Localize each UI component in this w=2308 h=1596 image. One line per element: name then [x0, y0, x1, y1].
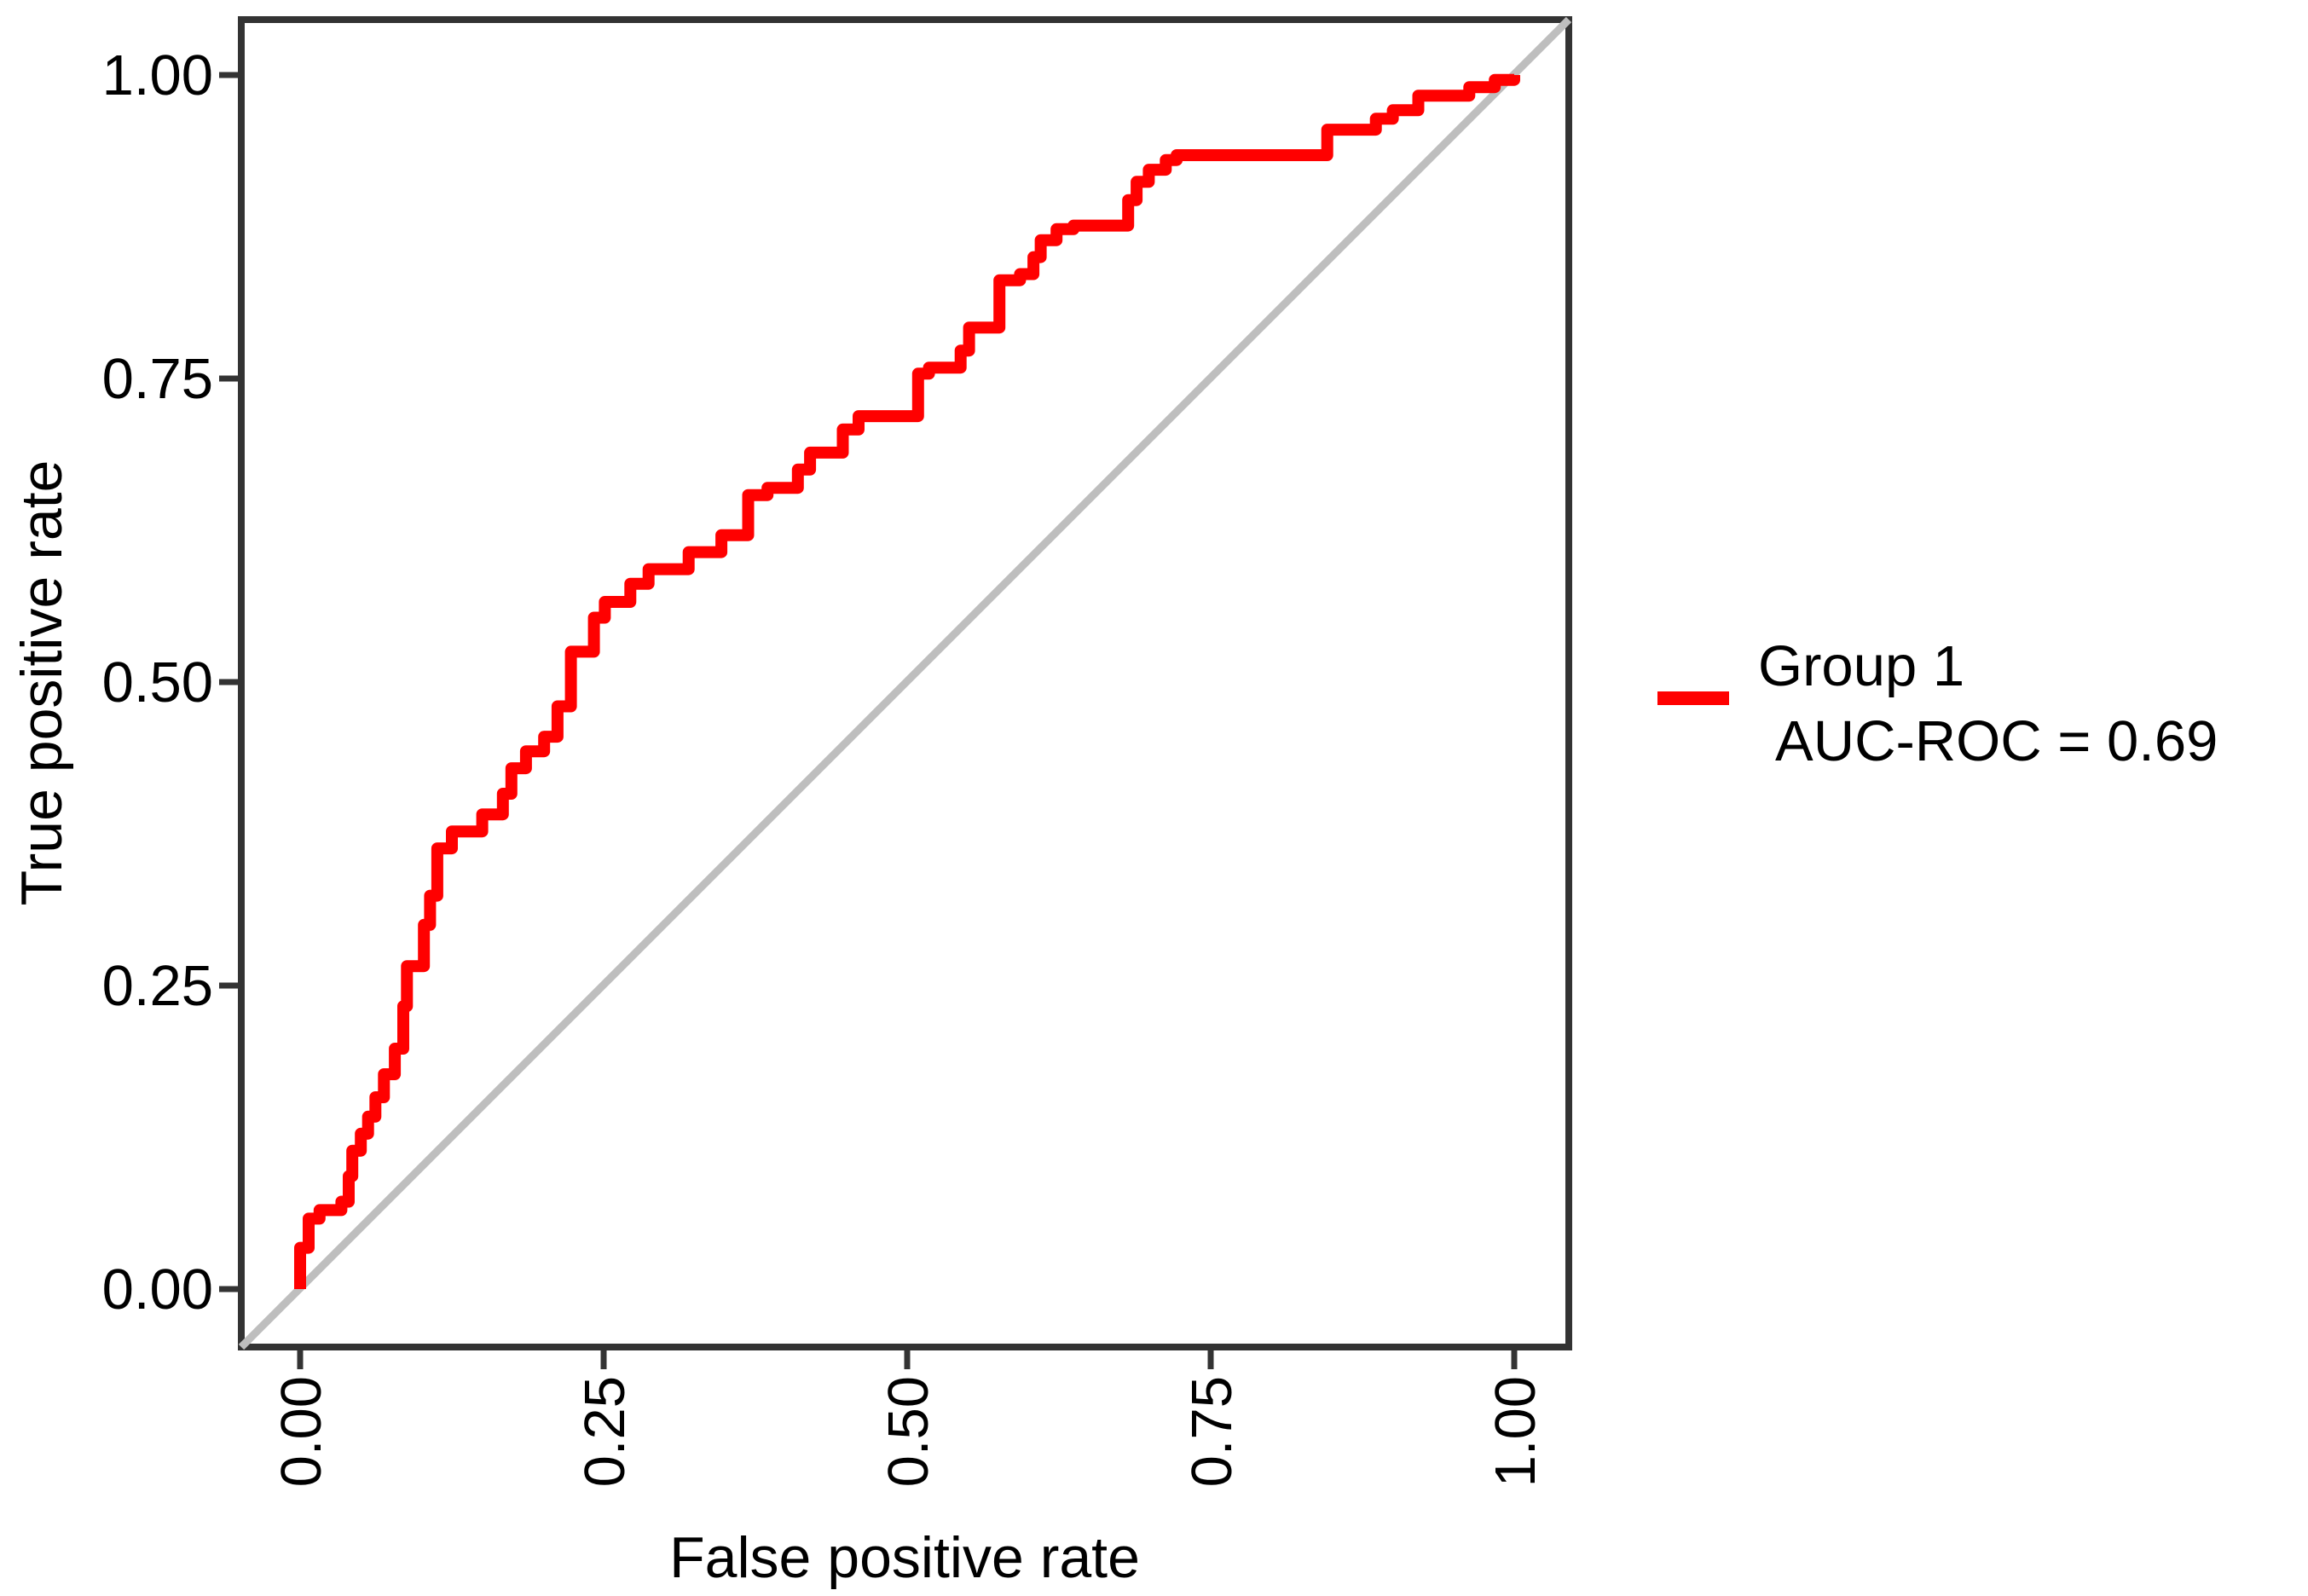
y-tick-label: 0.75: [102, 347, 213, 411]
x-tick-label: 0.25: [573, 1376, 637, 1487]
y-tick-label: 0.25: [102, 954, 213, 1018]
x-axis-title: False positive rate: [669, 1525, 1140, 1590]
x-tick-label: 0.50: [876, 1376, 940, 1487]
x-tick-label: 1.00: [1484, 1376, 1547, 1487]
plot-panel-border: [238, 16, 1572, 1350]
x-tick-label: 0.00: [269, 1376, 333, 1487]
y-axis-ticks: 1.00 0.75 0.50 0.25 0.00: [102, 43, 240, 1321]
y-tick-label: 0.00: [102, 1258, 213, 1321]
y-axis-title: True positive rate: [9, 460, 74, 906]
roc-curve-group1: [294, 73, 1520, 1289]
y-tick-label: 1.00: [102, 43, 213, 107]
y-tick-label: 0.50: [102, 651, 213, 714]
x-axis-ticks: 0.00 0.25 0.50 0.75 1.00: [269, 1348, 1547, 1487]
legend-label-group: Group 1: [1758, 634, 1964, 698]
legend: Group 1 AUC-ROC = 0.69: [1657, 634, 2218, 773]
x-tick-label: 0.75: [1180, 1376, 1244, 1487]
legend-label-auc: AUC-ROC = 0.69: [1775, 709, 2218, 773]
diagonal-reference-line: [238, 16, 1572, 1350]
